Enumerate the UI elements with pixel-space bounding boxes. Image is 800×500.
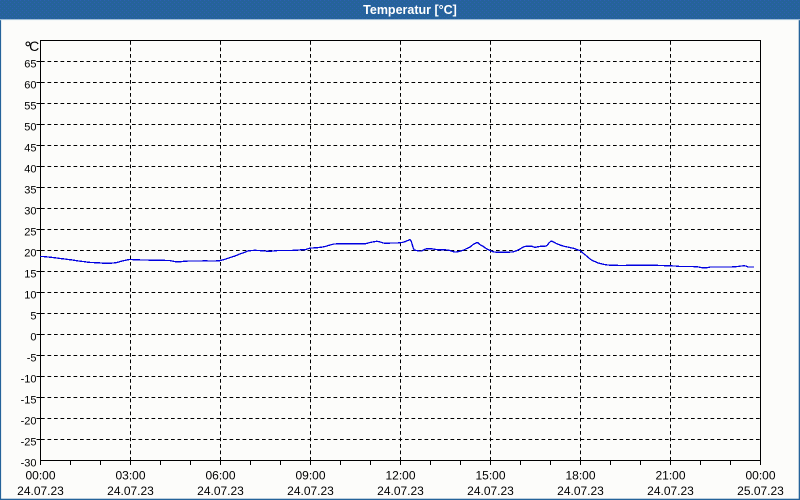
svg-text:18:00: 18:00 <box>565 469 595 483</box>
svg-text:30: 30 <box>24 206 36 218</box>
svg-text:03:00: 03:00 <box>115 469 145 483</box>
svg-text:15: 15 <box>24 269 36 281</box>
svg-text:-10: -10 <box>21 374 37 386</box>
svg-text:45: 45 <box>24 143 36 155</box>
svg-text:C: C <box>29 38 39 54</box>
svg-text:-5: -5 <box>27 353 37 365</box>
svg-text:21:00: 21:00 <box>655 469 685 483</box>
svg-text:25: 25 <box>24 227 36 239</box>
svg-text:60: 60 <box>24 80 36 92</box>
svg-text:24.07.23: 24.07.23 <box>647 484 694 498</box>
svg-text:20: 20 <box>24 248 36 260</box>
svg-text:-20: -20 <box>21 416 37 428</box>
svg-text:00:00: 00:00 <box>25 469 55 483</box>
svg-text:-15: -15 <box>21 395 37 407</box>
svg-text:Temperatur [°C]: Temperatur [°C] <box>363 3 457 17</box>
svg-text:24.07.23: 24.07.23 <box>287 484 334 498</box>
svg-text:24.07.23: 24.07.23 <box>467 484 514 498</box>
svg-text:15:00: 15:00 <box>475 469 505 483</box>
svg-text:-25: -25 <box>21 437 37 449</box>
svg-text:40: 40 <box>24 164 36 176</box>
svg-text:35: 35 <box>24 185 36 197</box>
svg-text:24.07.23: 24.07.23 <box>17 484 64 498</box>
svg-text:10: 10 <box>24 290 36 302</box>
svg-text:12:00: 12:00 <box>385 469 415 483</box>
svg-text:0: 0 <box>30 332 36 344</box>
svg-text:24.07.23: 24.07.23 <box>107 484 154 498</box>
svg-text:24.07.23: 24.07.23 <box>557 484 604 498</box>
svg-text:00:00: 00:00 <box>745 469 775 483</box>
svg-text:5: 5 <box>30 311 36 323</box>
svg-text:06:00: 06:00 <box>205 469 235 483</box>
svg-text:50: 50 <box>24 122 36 134</box>
svg-text:25.07.23: 25.07.23 <box>737 484 784 498</box>
svg-text:24.07.23: 24.07.23 <box>197 484 244 498</box>
svg-text:65: 65 <box>24 59 36 71</box>
svg-text:55: 55 <box>24 101 36 113</box>
svg-text:09:00: 09:00 <box>295 469 325 483</box>
svg-text:24.07.23: 24.07.23 <box>377 484 424 498</box>
svg-text:-30: -30 <box>21 458 37 470</box>
